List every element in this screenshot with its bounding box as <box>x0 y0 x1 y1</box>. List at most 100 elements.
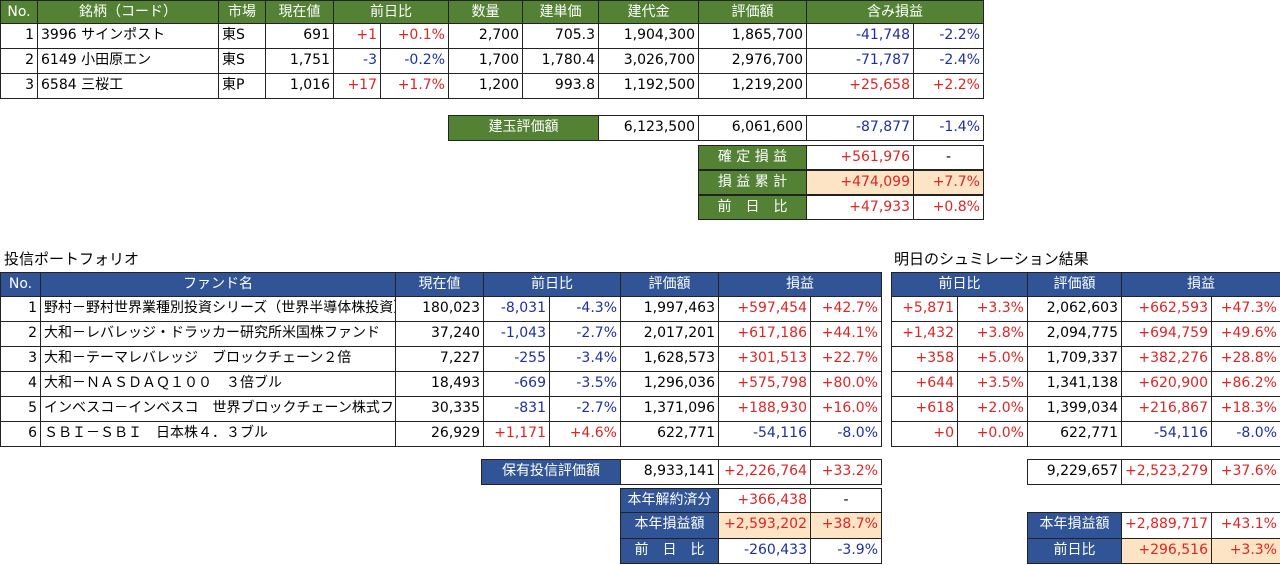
cell: -8.0% <box>810 421 882 447</box>
cell: 9,229,657 <box>1027 459 1122 485</box>
cell: +4.6% <box>549 421 621 447</box>
cell: +1,432 <box>891 321 958 347</box>
cell: -41,748 <box>806 23 914 49</box>
cell: -2.2% <box>913 23 984 49</box>
summary-label: 保有投信評価額 <box>481 459 621 485</box>
cell: 1,296,036 <box>620 371 719 397</box>
cell: 2 <box>0 48 38 74</box>
cell: +2,593,202 <box>718 512 811 539</box>
summary-label: 確 定 損 益 <box>698 145 807 170</box>
header-cell: 損益 <box>718 272 882 297</box>
cell: +86.2% <box>1211 371 1280 397</box>
header-cell: 評価額 <box>620 272 719 297</box>
cell: 1 <box>0 296 41 322</box>
cell: 1,200 <box>448 73 523 99</box>
cell: +7.7% <box>913 170 984 195</box>
cell: 30,335 <box>395 396 484 422</box>
cell: 2 <box>0 321 41 347</box>
header-cell: 数量 <box>448 0 523 24</box>
cell: -8,031 <box>483 296 550 322</box>
header-cell: 含み損益 <box>806 0 984 24</box>
cell: 622,771 <box>620 421 719 447</box>
header-cell: 評価額 <box>1027 272 1122 297</box>
cell: 1,399,034 <box>1027 396 1122 422</box>
cell: 大和－テーマレバレッジ ブロックチェーン２倍 <box>40 346 396 372</box>
cell: 6 <box>0 421 41 447</box>
cell: +80.0% <box>810 371 882 397</box>
cell: 2,976,700 <box>698 48 807 74</box>
cell: 野村－野村世界業種別投資シリーズ（世界半導体株投資） <box>40 296 396 322</box>
section-title: 明日のシュミレーション結果 <box>894 250 1089 268</box>
cell: -71,787 <box>806 48 914 74</box>
cell: +0 <box>891 421 958 447</box>
cell: +18.3% <box>1211 396 1280 422</box>
cell: 1,371,096 <box>620 396 719 422</box>
cell: -260,433 <box>718 538 811 564</box>
cell: 6149 小田原エン <box>37 48 219 74</box>
cell: 2,094,775 <box>1027 321 1122 347</box>
cell: 1,628,573 <box>620 346 719 372</box>
cell: 大和－レバレッジ・ドラッカー研究所米国株ファンド <box>40 321 396 347</box>
cell: +382,276 <box>1121 346 1212 372</box>
cell: +2,889,717 <box>1121 512 1212 539</box>
cell: +618 <box>891 396 958 422</box>
header-cell: 前日比 <box>483 272 621 297</box>
cell: +2,523,279 <box>1121 459 1212 485</box>
cell: 26,929 <box>395 421 484 447</box>
cell: +620,900 <box>1121 371 1212 397</box>
cell: -54,116 <box>718 421 811 447</box>
cell: +28.8% <box>1211 346 1280 372</box>
cell: 2,062,603 <box>1027 296 1122 322</box>
cell: +575,798 <box>718 371 811 397</box>
cell: +38.7% <box>810 512 882 539</box>
cell: +1 <box>333 23 381 49</box>
cell: +216,867 <box>1121 396 1212 422</box>
cell: 993.8 <box>522 73 599 99</box>
cell: 6584 三桜工 <box>37 73 219 99</box>
cell: +33.2% <box>810 459 882 485</box>
cell: 6,061,600 <box>698 115 807 141</box>
cell: -3.9% <box>810 538 882 564</box>
cell: +644 <box>891 371 958 397</box>
cell: +296,516 <box>1121 538 1212 564</box>
cell: 1,700 <box>448 48 523 74</box>
header-cell: 市場 <box>218 0 266 24</box>
cell: +617,186 <box>718 321 811 347</box>
summary-label: 前 日 比 <box>620 538 719 564</box>
cell: +0.0% <box>957 421 1028 447</box>
cell: -0.2% <box>380 48 449 74</box>
cell: -4.3% <box>549 296 621 322</box>
cell: +597,454 <box>718 296 811 322</box>
cell: +3.3% <box>1211 538 1280 564</box>
cell: 2,700 <box>448 23 523 49</box>
cell: +17 <box>333 73 381 99</box>
cell: 1,780.4 <box>522 48 599 74</box>
cell: 705.3 <box>522 23 599 49</box>
cell: +49.6% <box>1211 321 1280 347</box>
cell: 1,997,463 <box>620 296 719 322</box>
cell: +358 <box>891 346 958 372</box>
cell: 1,341,138 <box>1027 371 1122 397</box>
summary-label: 本年損益額 <box>620 512 719 539</box>
header-cell: 現在値 <box>265 0 334 24</box>
cell: +474,099 <box>806 170 914 195</box>
header-cell: 損益 <box>1121 272 1280 297</box>
cell: -8.0% <box>1211 421 1280 447</box>
cell: 1,865,700 <box>698 23 807 49</box>
cell: -2.4% <box>913 48 984 74</box>
header-cell: 建単価 <box>522 0 599 24</box>
cell: +561,976 <box>806 145 914 170</box>
cell: +2.2% <box>913 73 984 99</box>
cell: - <box>913 145 984 170</box>
cell: 1 <box>0 23 38 49</box>
cell: 1,904,300 <box>598 23 699 49</box>
section-title: 投信ポートフォリオ <box>4 250 140 268</box>
cell: 3 <box>0 346 41 372</box>
summary-label: 本年損益額 <box>1027 512 1122 539</box>
cell: +3.8% <box>957 321 1028 347</box>
cell: 東S <box>218 23 266 49</box>
summary-label: 本年解約済分 <box>620 488 719 513</box>
cell: 3996 サインポスト <box>37 23 219 49</box>
cell: -669 <box>483 371 550 397</box>
